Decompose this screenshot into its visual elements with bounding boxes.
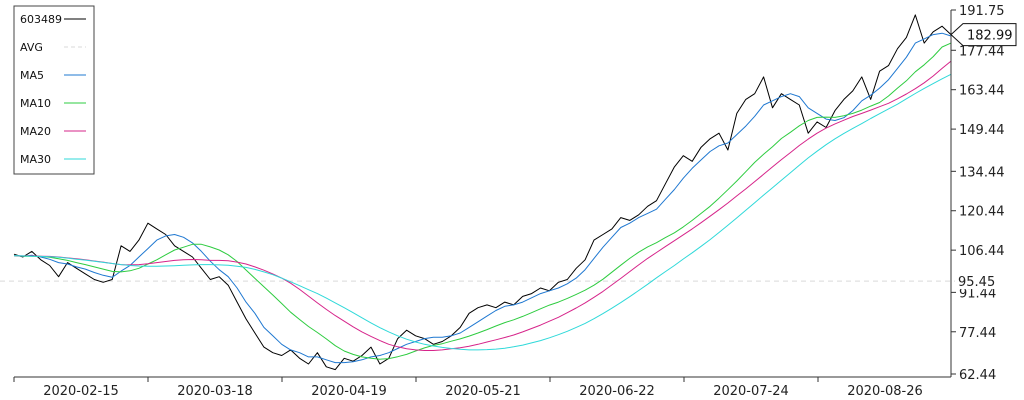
legend-label: MA30 [20, 153, 51, 166]
y-tick-label: 149.44 [959, 123, 1005, 138]
y-ticks: 191.75 177.44 163.44 149.44 134.44 120.44 106.… [951, 4, 1005, 383]
legend-label: AVG [20, 41, 43, 54]
x-tick-label: 2020-06-22 [579, 384, 655, 399]
legend-box [13, 5, 95, 175]
series-line-ma10 [13, 42, 952, 360]
y-axis: 191.75 177.44 163.44 149.44 134.44 120.44 106.… [950, 4, 1005, 383]
avg-label-box: 95.45 [955, 273, 1015, 290]
y-tick-label: 62.44 [959, 368, 996, 383]
y-tick-label: 91.44 [959, 286, 996, 301]
series-line-603489 [13, 14, 952, 371]
plot-area [0, 14, 1015, 371]
last-value-label: 182.99 [967, 29, 1013, 44]
legend-label: MA10 [20, 97, 51, 110]
x-tick-label: 2020-07-24 [713, 384, 789, 399]
legend-label: 603489 [20, 13, 62, 26]
series-line-ma5 [13, 32, 952, 364]
avg-label: 95.45 [958, 275, 995, 290]
legend-label: MA5 [20, 69, 44, 82]
y-tick-label: 106.44 [959, 244, 1005, 259]
x-ticks: 2020-02-15 2020-03-18 2020-04-19 2020-05-21… [13, 377, 923, 399]
legend: 603489 AVG MA5 MA10 MA20 MA30 [13, 5, 95, 175]
series-line-ma20 [13, 60, 952, 351]
x-tick-label: 2020-08-26 [847, 384, 923, 399]
y-tick-label: 177.44 [959, 44, 1005, 59]
y-tick-label: 120.44 [959, 205, 1005, 220]
last-value-box [950, 23, 1017, 47]
x-tick-label: 2020-04-19 [311, 384, 387, 399]
x-tick-label: 2020-03-18 [177, 384, 253, 399]
y-tick-label: 163.44 [959, 84, 1005, 99]
y-tick-label: 77.44 [959, 326, 996, 341]
avg-label-bg [955, 273, 1015, 290]
x-axis: 2020-02-15 2020-03-18 2020-04-19 2020-05-21… [13, 376, 951, 399]
series-group [13, 14, 952, 371]
last-value-marker: 182.99 [950, 23, 1017, 47]
y-tick-label: 191.75 [959, 4, 1005, 19]
series-line-ma30 [13, 73, 952, 351]
x-tick-label: 2020-05-21 [445, 384, 521, 399]
x-tick-label: 2020-02-15 [43, 384, 119, 399]
legend-label: MA20 [20, 125, 51, 138]
y-tick-label: 134.44 [959, 165, 1005, 180]
